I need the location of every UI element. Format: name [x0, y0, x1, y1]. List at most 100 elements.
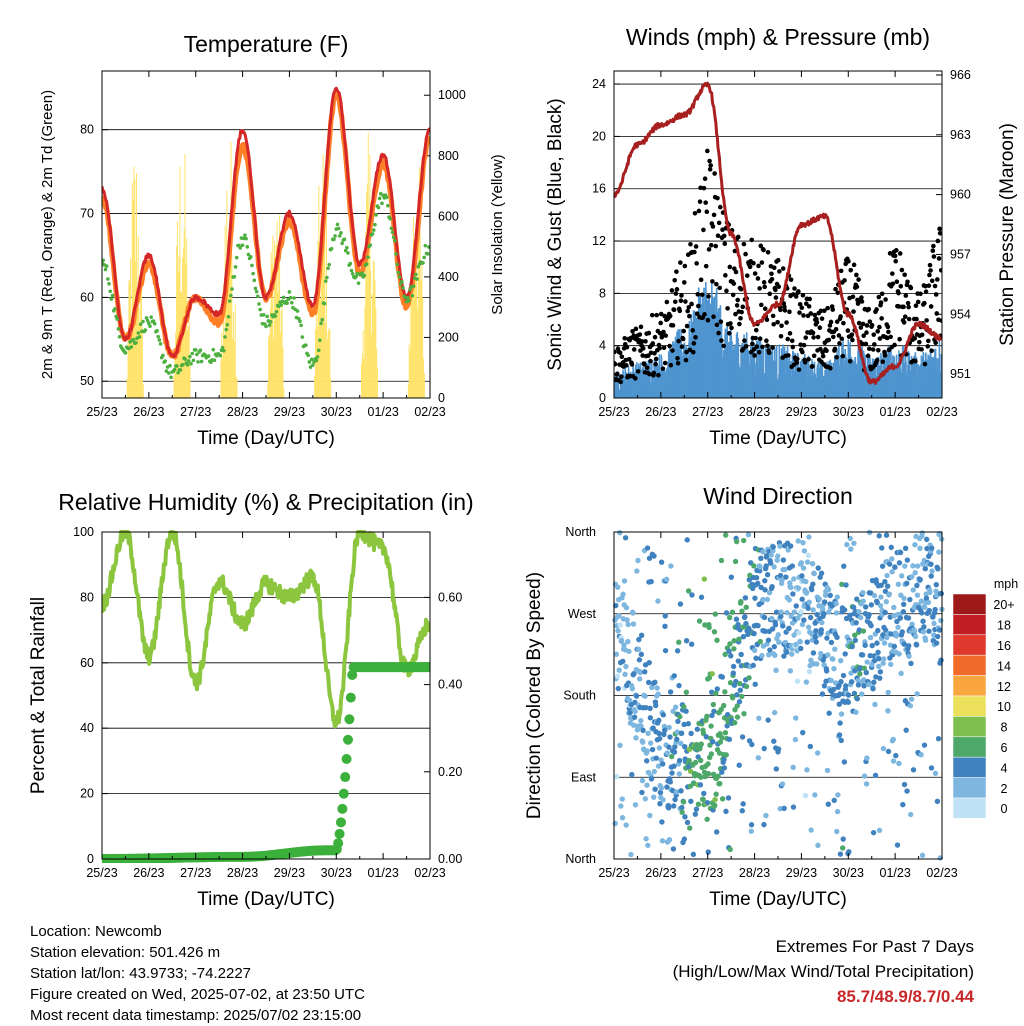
dewpoint-point	[211, 347, 216, 352]
dewpoint-point	[322, 301, 327, 306]
wind-direction-point	[834, 808, 841, 815]
gust-point	[883, 297, 888, 302]
station-info: Location: Newcomb Station elevation: 501…	[30, 921, 365, 1026]
wind-direction-point	[830, 686, 837, 693]
dewpoint-point	[250, 263, 254, 268]
gust-point	[927, 262, 933, 268]
wind-direction-point	[881, 640, 888, 646]
rh-ytick2-label: 0.00	[438, 852, 462, 866]
wind-direction-point	[684, 537, 690, 543]
wind-direction-point	[753, 655, 759, 661]
wind-direction-point	[820, 606, 826, 612]
gust-point	[796, 289, 801, 294]
wind-direction-point	[765, 717, 771, 723]
wind-direction-point	[844, 541, 850, 548]
wind-direction-point	[879, 563, 886, 569]
gust-point	[885, 324, 891, 330]
wind-direction-point	[818, 627, 824, 633]
legend-label-2: 2	[1001, 782, 1008, 796]
wind-direction-point	[805, 605, 811, 611]
dewpoint-point	[109, 297, 114, 301]
wind-direction-point	[728, 653, 734, 659]
dir-ytick-label: North	[565, 525, 596, 539]
gust-point	[677, 308, 683, 314]
wind-direction-point	[644, 545, 651, 551]
gust-point	[714, 281, 719, 287]
gust-point	[839, 336, 845, 342]
wind-direction-point	[692, 811, 699, 817]
gust-point	[735, 234, 741, 240]
wind-direction-point	[878, 594, 884, 600]
wind-direction-point	[812, 792, 818, 798]
dewpoint-point	[129, 345, 134, 349]
gust-point	[747, 264, 753, 270]
dewpoint-point	[264, 324, 268, 329]
dewpoint-point	[346, 251, 350, 255]
wind-direction-point	[837, 691, 843, 697]
gust-point	[731, 281, 737, 286]
wind-xtick-label: 01/23	[880, 405, 911, 419]
dewpoint-point	[380, 201, 384, 206]
wind-direction-point	[761, 614, 768, 621]
wind-direction-point	[800, 539, 806, 546]
wind-direction-point	[819, 619, 825, 626]
gust-point	[646, 330, 652, 336]
wind-direction-point	[666, 724, 672, 731]
wind-direction-point	[688, 730, 694, 737]
dewpoint-point	[212, 358, 217, 363]
dewpoint-point	[374, 213, 378, 217]
legend-label-4: 4	[1001, 761, 1008, 775]
wind-direction-point	[770, 544, 776, 550]
gust-point	[679, 293, 684, 298]
gust-point	[936, 256, 942, 261]
dewpoint-point	[151, 319, 156, 323]
extremes-subtitle: (High/Low/Max Wind/Total Precipitation)	[672, 962, 974, 981]
wind-direction-point	[756, 715, 762, 721]
wind-direction-point	[735, 621, 741, 628]
precip-point	[343, 734, 353, 745]
wind-direction-point	[914, 592, 921, 598]
wind-direction-point	[805, 552, 812, 559]
dewpoint-point	[181, 362, 185, 367]
wind-direction-point	[790, 804, 797, 810]
wind-direction-point	[692, 759, 699, 766]
dewpoint-point	[107, 282, 111, 286]
wind-direction-point	[860, 589, 866, 596]
wind-direction-point	[702, 622, 708, 628]
rh-xtick-label: 25/23	[86, 866, 117, 880]
rh-ytick-label: 0	[87, 852, 94, 866]
gust-point	[833, 286, 838, 292]
wind-direction-point	[848, 679, 855, 685]
temp-ytick2-label: 0	[438, 391, 445, 405]
wind-direction-point	[664, 784, 670, 790]
wind-direction-point	[883, 598, 889, 605]
wind-direction-point	[901, 641, 907, 647]
wind-direction-point	[795, 585, 802, 591]
wind-direction-point	[705, 761, 711, 767]
temp-plot-frame	[101, 70, 431, 399]
dewpoint-point	[407, 298, 411, 303]
wind-direction-point	[789, 651, 795, 657]
wind-direction-point	[693, 806, 700, 812]
rh-series-group	[102, 530, 430, 863]
wind-direction-point	[876, 533, 882, 539]
wind-direction-point	[654, 685, 660, 691]
gust-point	[806, 304, 812, 309]
wind-direction-point	[834, 828, 840, 835]
wind-direction-point	[620, 658, 626, 665]
wind-direction-point	[719, 769, 725, 775]
dewpoint-point	[422, 255, 426, 260]
gust-point	[820, 350, 825, 355]
dewpoint-point	[166, 371, 171, 375]
gust-point	[779, 323, 784, 329]
wind-direction-point	[842, 651, 848, 657]
wind-direction-point	[922, 637, 929, 643]
gust-point	[896, 290, 901, 296]
gust-point	[908, 285, 914, 291]
wind-direction-point	[909, 574, 915, 580]
dewpoint-point	[289, 300, 294, 305]
wind-direction-point	[679, 809, 685, 815]
wind-direction-point	[651, 768, 657, 775]
gust-point	[689, 301, 694, 307]
wind-direction-point	[783, 574, 789, 580]
